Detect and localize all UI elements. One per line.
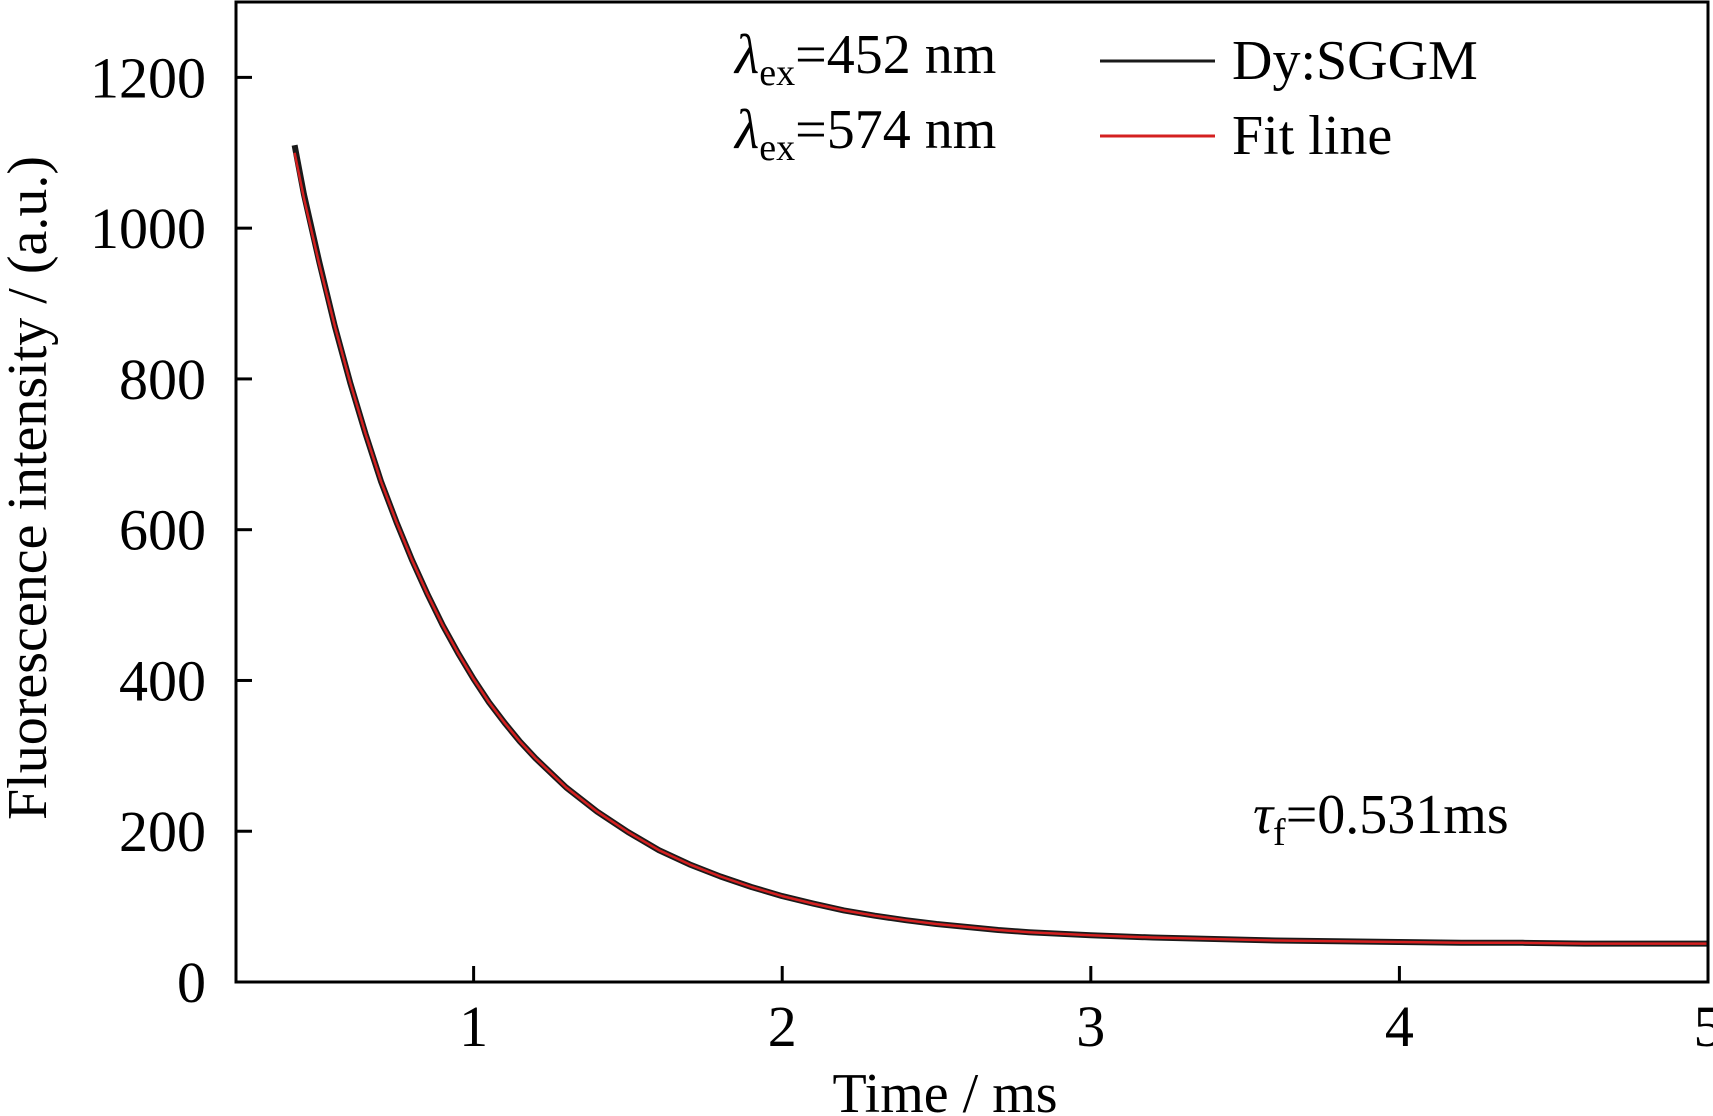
label-layer: 1 2 3 4 5 0 200 400 600 800 1000 1200: [90, 45, 1713, 1059]
legend-label-fit-line: Fit line: [1232, 105, 1392, 167]
y-tick-label-1200: 1200: [90, 45, 206, 110]
y-tick-label-200: 200: [119, 799, 206, 864]
x-tick-label-4: 4: [1385, 994, 1414, 1059]
x-tick-label-5: 5: [1694, 994, 1713, 1059]
annotation-lifetime: τf=0.531ms: [1253, 784, 1509, 854]
y-tick-label-600: 600: [119, 498, 206, 563]
series-line-fit-line: [293, 152, 1708, 945]
x-axis-title: Time / ms: [832, 1063, 1057, 1116]
legend: Dy:SGGM Fit line: [1100, 30, 1478, 167]
x-tick-label-1: 1: [459, 994, 488, 1059]
y-tick-label-1000: 1000: [90, 196, 206, 261]
y-tick-label-0: 0: [177, 950, 206, 1015]
x-tick-label-2: 2: [768, 994, 797, 1059]
x-tick-label-3: 3: [1076, 994, 1105, 1059]
y-axis-title: Fluorescence intensity / (a.u.): [0, 156, 59, 820]
annotation-excitation: λex=452 nm λex=574 nm: [733, 24, 996, 169]
series-layer: [291, 144, 1708, 947]
annotation-lambda-1: λex=452 nm: [733, 24, 996, 94]
tick-layer: [236, 75, 1710, 982]
y-tick-label-400: 400: [119, 648, 206, 713]
y-tick-label-800: 800: [119, 347, 206, 412]
annotation-lambda-2: λex=574 nm: [733, 99, 996, 169]
legend-label-dy-sggm: Dy:SGGM: [1232, 30, 1478, 92]
plot-frame: [234, 0, 1710, 984]
